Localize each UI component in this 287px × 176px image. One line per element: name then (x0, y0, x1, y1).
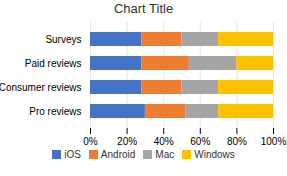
svg-text:100%: 100% (261, 136, 287, 147)
svg-text:0%: 0% (83, 136, 98, 147)
html-text:Windows: Windows (194, 149, 235, 160)
html-text:Chart Title: Chart Title (113, 1, 174, 16)
svg-text:40%: 40% (154, 136, 174, 147)
html-text:Mac: Mac (155, 149, 175, 160)
svg-text:60%: 60% (190, 136, 210, 147)
html-text:Android: Android (100, 149, 136, 160)
html-text:iOS: iOS (64, 149, 81, 160)
svg-text:80%: 80% (227, 136, 247, 147)
svg-text:Surveys: Surveys (45, 34, 81, 45)
svg-text:Paid reviews: Paid reviews (25, 58, 82, 69)
svg-text:20%: 20% (117, 136, 137, 147)
svg-text:Pro reviews: Pro reviews (29, 106, 81, 117)
svg-text:Consumer reviews: Consumer reviews (0, 82, 82, 93)
